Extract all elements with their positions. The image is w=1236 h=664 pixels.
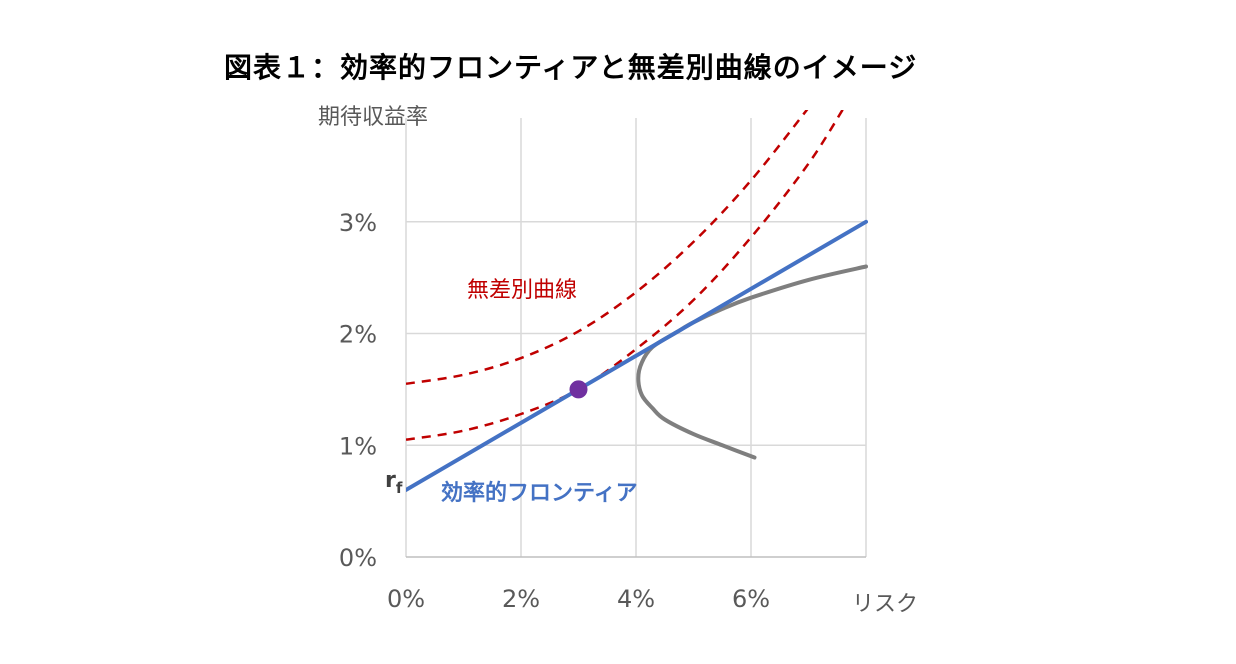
efficient-frontier-label: 効率的フロンティア [441,480,638,506]
tangency-point [569,380,588,399]
efficient-frontier-line [406,219,868,492]
y-tick-label: 1% [339,432,377,460]
x-tick-label: 0% [387,585,425,613]
x-tick-label: 4% [617,585,655,613]
tick-labels: 0% 1% 2% 3% 0% 2% 4% 6% [339,209,770,613]
series-group [406,110,868,492]
y-tick-label: 2% [339,321,377,349]
x-tick-label: 6% [732,585,770,613]
x-tick-label: 2% [502,585,540,613]
rf-subscript: f [396,479,403,497]
indifference-curve [406,110,809,386]
y-tick-label: 3% [339,209,377,237]
axes [405,118,866,558]
indifference-curve [406,110,844,441]
rf-main: r [385,468,396,493]
y-tick-label: 0% [339,544,377,572]
risk-free-rate-label: rf [385,468,403,497]
y-axis-label: 期待収益率 [318,105,428,130]
indifference-curve-label: 無差別曲線 [467,278,577,303]
x-axis-label: リスク [852,592,918,617]
investment-opportunity-curve [636,264,868,460]
grid-lines [406,118,867,557]
chart-title: 図表１：効率的フロンティアと無差別曲線のイメージ [224,51,918,84]
